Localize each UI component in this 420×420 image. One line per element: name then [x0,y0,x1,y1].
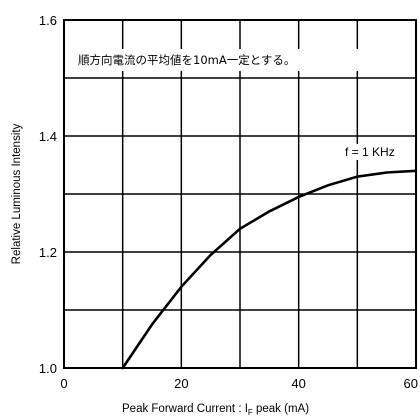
y-tick-label: 1.6 [39,13,57,28]
y-axis-ticks: 1.0 1.2 1.4 1.6 [39,13,57,376]
x-axis-title-subscript: F [248,408,253,417]
y-tick-label: 1.4 [39,129,57,144]
x-tick-label: 40 [291,376,305,391]
x-axis-title-tail: peak (mA) [253,403,309,415]
x-tick-label: 20 [174,376,188,391]
annotation-text: 順方向電流の平均値を10mA一定とする。 [78,53,295,67]
annotation-background [74,49,370,71]
y-axis-title: Relative Luminous Intensity [11,123,23,264]
y-tick-label: 1.0 [39,361,57,376]
x-axis-title: Peak Forward Current : IF peak (mA) [122,403,309,417]
chart-grid [64,20,416,368]
x-axis-title-main: Peak Forward Current : I [122,403,248,415]
series-label: f = 1 KHz [345,145,395,159]
x-tick-label: 0 [60,376,67,391]
y-tick-label: 1.2 [39,245,57,260]
x-axis-ticks: 0 20 40 60 [60,376,418,391]
series-line-1khz [121,169,418,370]
x-tick-label: 60 [404,376,418,391]
series-label-background [343,144,415,160]
plot-frame [63,19,417,369]
